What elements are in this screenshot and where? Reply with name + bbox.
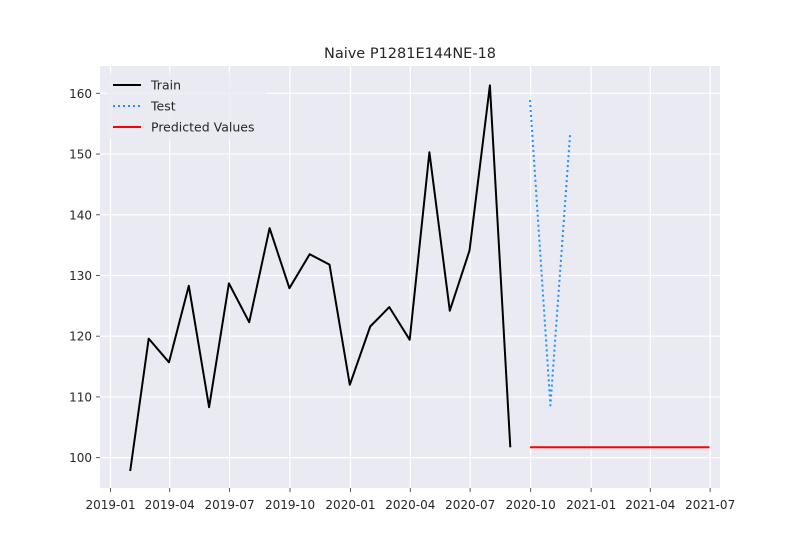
x-tick-label: 2019-10 [265,498,315,512]
x-tick-label: 2020-07 [445,498,495,512]
legend-label: Test [150,99,176,114]
y-tick-label: 100 [69,451,92,465]
series-layer [129,84,710,472]
x-tick-label: 2019-01 [85,498,135,512]
y-tick-label: 140 [69,208,92,222]
y-tick-label: 120 [69,330,92,344]
series-line-train [129,84,512,472]
x-axis: 2019-01 2019-04 2019-07 2019-10 2020-01 2020-… [85,488,735,512]
y-tick-label: 110 [69,390,92,404]
x-tick-label: 2019-04 [145,498,195,512]
legend-box [107,73,267,139]
x-tick-label: 2020-01 [325,498,375,512]
legend-label: Train [150,78,181,93]
x-tick-label: 2021-01 [566,498,616,512]
chart-title: Naive P1281E144NE-18 [324,46,496,62]
y-tick-label: 160 [69,87,92,101]
series-line-test [529,99,572,407]
x-tick-label: 2019-07 [204,498,254,512]
x-tick-label: 2021-07 [685,498,735,512]
y-tick-label: 150 [69,148,92,162]
y-tick-label: 130 [69,269,92,283]
legend: Train Test Predicted Values [107,73,267,139]
y-axis: 100 110 120 130 140 150 160 [69,87,100,465]
x-tick-label: 2020-04 [385,498,435,512]
grid [100,66,720,488]
x-tick-label: 2021-04 [625,498,675,512]
legend-label: Predicted Values [151,120,255,135]
x-tick-label: 2020-10 [506,498,556,512]
